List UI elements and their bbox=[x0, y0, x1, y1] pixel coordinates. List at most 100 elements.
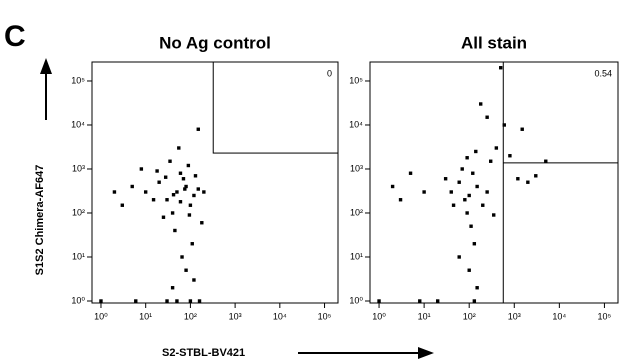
point bbox=[186, 163, 191, 168]
x-axis-label-group: S2-STBL-BV421 bbox=[162, 347, 434, 359]
point bbox=[155, 169, 159, 173]
y-tick-label: 10⁵ bbox=[349, 75, 363, 85]
point bbox=[467, 268, 471, 272]
point bbox=[451, 203, 456, 207]
point bbox=[472, 299, 477, 303]
x-tick-label: 10¹ bbox=[418, 311, 431, 321]
y-tick-label: 10⁰ bbox=[71, 295, 85, 305]
y-tick-label: 10¹ bbox=[72, 251, 85, 261]
point bbox=[390, 184, 395, 189]
point bbox=[157, 180, 161, 184]
y-tick-label: 10² bbox=[350, 207, 363, 217]
point bbox=[471, 171, 475, 175]
point bbox=[151, 198, 156, 202]
point bbox=[443, 177, 448, 181]
y-axis-label: S1S2 Chimera-AF647 bbox=[34, 165, 46, 276]
chart-title: No Ag control bbox=[159, 33, 271, 52]
point bbox=[435, 299, 440, 303]
point bbox=[474, 149, 478, 154]
x-tick-label: 10³ bbox=[229, 311, 242, 321]
point bbox=[465, 156, 469, 160]
point bbox=[499, 66, 503, 70]
point bbox=[516, 177, 520, 181]
point bbox=[171, 193, 176, 197]
point bbox=[508, 154, 512, 158]
point bbox=[502, 123, 506, 127]
point bbox=[181, 177, 186, 181]
point bbox=[177, 146, 181, 150]
point bbox=[112, 190, 117, 194]
point bbox=[398, 198, 403, 202]
point bbox=[165, 198, 169, 202]
point bbox=[467, 193, 471, 198]
point bbox=[178, 171, 183, 175]
point bbox=[418, 299, 422, 303]
point bbox=[188, 203, 193, 207]
point bbox=[422, 190, 426, 194]
y-tick-label: 10⁰ bbox=[349, 295, 363, 305]
point bbox=[377, 299, 381, 303]
point bbox=[492, 213, 496, 217]
point bbox=[139, 167, 144, 171]
point bbox=[161, 215, 166, 219]
point bbox=[479, 102, 483, 106]
point bbox=[168, 159, 172, 163]
point bbox=[163, 175, 168, 179]
point bbox=[190, 242, 194, 246]
panel-label: C bbox=[4, 20, 26, 53]
point bbox=[494, 146, 499, 150]
point bbox=[184, 268, 188, 272]
y-tick-label: 10⁴ bbox=[71, 119, 85, 129]
point bbox=[544, 159, 548, 163]
point bbox=[465, 211, 469, 215]
point bbox=[534, 174, 538, 178]
point bbox=[120, 203, 125, 207]
x-tick-label: 10⁵ bbox=[598, 311, 612, 321]
point bbox=[408, 171, 413, 175]
point bbox=[475, 184, 479, 189]
point bbox=[472, 242, 477, 246]
x-tick-label: 10⁰ bbox=[94, 311, 108, 321]
y-tick-label: 10² bbox=[72, 207, 85, 217]
point bbox=[180, 255, 184, 259]
x-tick-label: 10⁴ bbox=[273, 311, 287, 321]
y-axis-label-group: S1S2 Chimera-AF647 bbox=[34, 58, 52, 275]
gate-frequency: 0.54 bbox=[594, 68, 612, 78]
gate bbox=[212, 61, 339, 154]
point bbox=[165, 299, 169, 303]
point bbox=[188, 299, 193, 303]
arrow-head bbox=[40, 58, 52, 74]
point bbox=[192, 193, 196, 198]
point bbox=[202, 190, 206, 194]
point bbox=[457, 180, 461, 184]
x-tick-label: 10² bbox=[184, 311, 197, 321]
point bbox=[170, 211, 175, 215]
point bbox=[187, 213, 192, 217]
x-tick-label: 10⁴ bbox=[552, 311, 566, 321]
point bbox=[485, 190, 489, 194]
point bbox=[175, 299, 179, 303]
y-tick-label: 10³ bbox=[72, 163, 85, 173]
point bbox=[99, 299, 103, 303]
point bbox=[463, 198, 467, 202]
x-tick-label: 10¹ bbox=[139, 311, 152, 321]
point bbox=[449, 190, 453, 194]
plot-frame bbox=[369, 61, 619, 304]
point bbox=[183, 187, 187, 191]
y-tick-label: 10³ bbox=[350, 163, 363, 173]
y-tick-label: 10⁵ bbox=[71, 75, 85, 85]
point bbox=[196, 187, 200, 191]
x-tick-label: 10³ bbox=[508, 311, 521, 321]
arrow-head bbox=[418, 347, 434, 359]
point bbox=[196, 127, 200, 131]
plot-frame bbox=[91, 61, 339, 304]
y-tick-label: 10⁴ bbox=[349, 119, 363, 129]
point bbox=[457, 255, 461, 259]
point bbox=[520, 127, 524, 131]
point bbox=[193, 174, 198, 178]
point bbox=[134, 299, 138, 303]
point bbox=[469, 224, 473, 228]
point bbox=[489, 159, 493, 163]
x-tick-label: 10⁰ bbox=[372, 311, 386, 321]
